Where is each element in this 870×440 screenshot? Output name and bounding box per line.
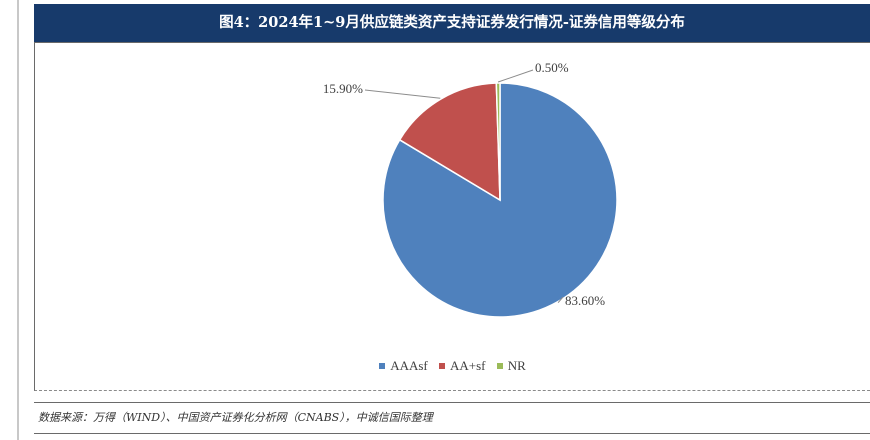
leader-line-nr: [497, 69, 534, 83]
pie-slice-aa-plus-sf: [398, 82, 501, 202]
pie-slice-nr: [495, 82, 501, 201]
pie-chart: 83.60% 15.90% 0.50%: [323, 60, 618, 318]
data-label-aa-plus-sf: 15.90%: [323, 81, 363, 96]
legend-label-aaasf: AAAsf: [390, 358, 428, 373]
leader-line-aa-plus-sf: [364, 89, 441, 99]
legend-item-nr: NR: [496, 358, 526, 374]
chart-area: 83.60% 15.90% 0.50% AAAsf AA+sf NR: [34, 42, 870, 391]
figure-title: 图4：2024年1~9月供应链类资产支持证券发行情况-证券信用等级分布: [34, 4, 870, 42]
legend-swatch-aa-plus-sf: [439, 363, 445, 370]
legend-label-aa-plus-sf: AA+sf: [450, 358, 486, 373]
leader-line-aaasf: [557, 296, 564, 304]
legend-item-aaasf: AAAsf: [379, 358, 428, 374]
left-rule: [17, 0, 19, 440]
figure-frame: 图4：2024年1~9月供应链类资产支持证券发行情况-证券信用等级分布 83.6…: [34, 0, 870, 436]
legend: AAAsf AA+sf NR: [35, 358, 870, 374]
legend-swatch-nr: [496, 363, 503, 370]
source-note: 数据来源：万得（WIND）、中国资产证券化分析网（CNABS），中诚信国际整理: [34, 402, 870, 434]
legend-item-aa-plus-sf: AA+sf: [439, 358, 486, 374]
legend-swatch-aaasf: [379, 363, 386, 370]
legend-label-nr: NR: [507, 358, 526, 373]
data-label-aaasf: 83.60%: [565, 293, 605, 308]
source-text: 数据来源：万得（WIND）、中国资产证券化分析网（CNABS），中诚信国际整理: [38, 411, 433, 424]
data-label-nr: 0.50%: [535, 60, 569, 75]
